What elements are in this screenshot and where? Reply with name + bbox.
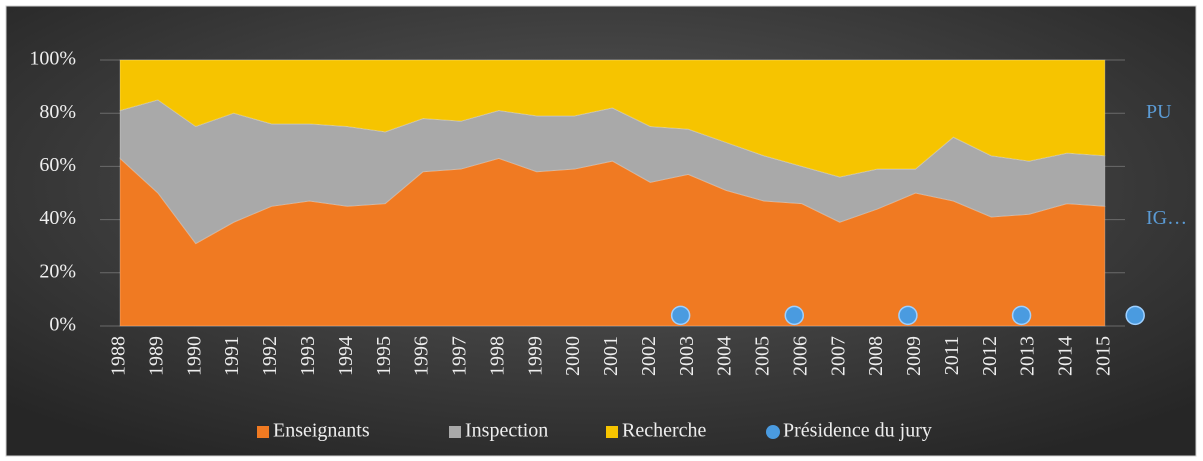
x-tick-label: 2001 [600, 336, 622, 376]
x-tick-label: 1995 [373, 336, 395, 376]
x-tick-label: 1993 [297, 336, 319, 376]
point [898, 305, 918, 326]
x-tick-label: 1996 [411, 336, 433, 376]
legend-label: Inspection [465, 420, 548, 442]
x-tick-label: 2014 [1055, 336, 1077, 376]
annotation: PU [1146, 101, 1172, 123]
x-tick-label: 1997 [449, 336, 471, 376]
x-tick-label: 1989 [145, 336, 167, 376]
point [1011, 305, 1032, 326]
x-tick-label: 2013 [1017, 336, 1039, 376]
x-tick-label: 2009 [903, 336, 925, 376]
legend-marker [257, 426, 269, 438]
y-tick-label: 40% [39, 207, 76, 229]
y-tick-label: 0% [49, 314, 76, 336]
x-tick-label: 2015 [1092, 336, 1114, 376]
x-tick-label: 1988 [108, 336, 130, 376]
legend-label: Recherche [622, 420, 707, 442]
area [119, 59, 1106, 178]
x-tick-label: 2008 [865, 336, 887, 376]
x-tick-label: 1999 [524, 336, 546, 376]
point [784, 305, 805, 326]
legend-marker [449, 426, 461, 438]
legend-label: Enseignants [273, 420, 370, 442]
x-tick-label: 2005 [752, 336, 774, 376]
x-tick-label: 2012 [979, 336, 1001, 376]
x-tick-label: 2003 [676, 336, 698, 376]
x-tick-label: 2002 [638, 336, 660, 376]
annotation: IG… [1146, 207, 1187, 229]
x-tick-label: 1991 [221, 336, 243, 376]
point [1125, 305, 1145, 326]
y-tick-label: 60% [39, 154, 76, 176]
point [670, 305, 691, 326]
y-tick-label: 100% [29, 48, 76, 70]
x-tick-label: 1998 [486, 336, 508, 376]
x-tick-label: 2011 [941, 336, 963, 375]
y-tick-label: 80% [39, 101, 76, 123]
x-tick-label: 2007 [827, 336, 849, 376]
x-tick-label: 1994 [335, 336, 357, 376]
y-tick-label: 20% [39, 260, 76, 282]
legend-marker [606, 426, 618, 438]
x-tick-label: 2004 [714, 336, 736, 376]
legend-label: Présidence du jury [783, 420, 932, 442]
legend-marker [766, 425, 780, 439]
x-tick-label: 2000 [562, 336, 584, 376]
x-tick-label: 1992 [259, 336, 281, 376]
x-tick-label: 1990 [183, 336, 205, 376]
x-tick-label: 2006 [789, 336, 811, 376]
